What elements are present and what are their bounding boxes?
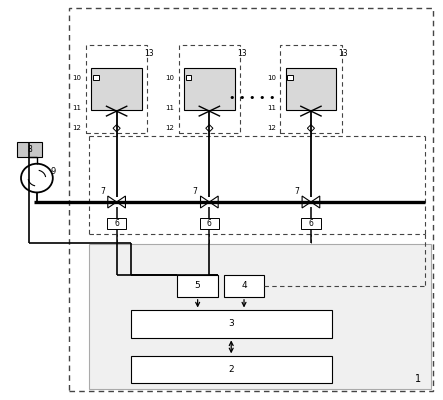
Bar xyxy=(186,75,191,80)
Text: 11: 11 xyxy=(165,105,174,111)
Text: 6: 6 xyxy=(308,219,313,228)
Bar xyxy=(286,68,336,110)
Bar xyxy=(301,218,321,229)
Text: 12: 12 xyxy=(73,125,82,131)
Bar xyxy=(131,356,332,383)
Text: 1: 1 xyxy=(415,374,421,384)
Bar xyxy=(107,218,126,229)
Bar xyxy=(86,44,148,134)
Text: 7: 7 xyxy=(100,187,105,196)
Bar xyxy=(131,310,332,338)
Text: 13: 13 xyxy=(144,49,154,58)
Text: 3: 3 xyxy=(228,320,234,328)
Text: 11: 11 xyxy=(267,105,276,111)
Bar xyxy=(200,218,219,229)
Text: 7: 7 xyxy=(294,187,299,196)
Bar xyxy=(91,68,142,110)
Text: 13: 13 xyxy=(338,49,348,58)
Text: 6: 6 xyxy=(207,219,212,228)
Text: 10: 10 xyxy=(73,75,82,81)
Bar xyxy=(177,275,218,297)
Text: 2: 2 xyxy=(229,365,234,374)
Bar xyxy=(280,44,342,134)
Bar xyxy=(93,75,99,80)
Text: 10: 10 xyxy=(267,75,276,81)
Text: 5: 5 xyxy=(195,281,201,290)
Bar xyxy=(89,244,431,389)
Bar xyxy=(179,44,240,134)
Bar xyxy=(184,68,235,110)
Bar xyxy=(17,142,42,157)
Text: • • • • •: • • • • • xyxy=(229,93,276,103)
Text: 6: 6 xyxy=(114,219,119,228)
Text: 12: 12 xyxy=(267,125,276,131)
Text: 7: 7 xyxy=(193,187,198,196)
Text: 11: 11 xyxy=(73,105,82,111)
Bar xyxy=(288,75,293,80)
Bar xyxy=(224,275,264,297)
Text: 13: 13 xyxy=(237,49,247,58)
Text: 8: 8 xyxy=(27,145,32,154)
Bar xyxy=(69,8,433,390)
Text: 12: 12 xyxy=(165,125,174,131)
Text: 9: 9 xyxy=(50,167,55,176)
Text: 10: 10 xyxy=(165,75,174,81)
Text: 4: 4 xyxy=(241,281,247,290)
